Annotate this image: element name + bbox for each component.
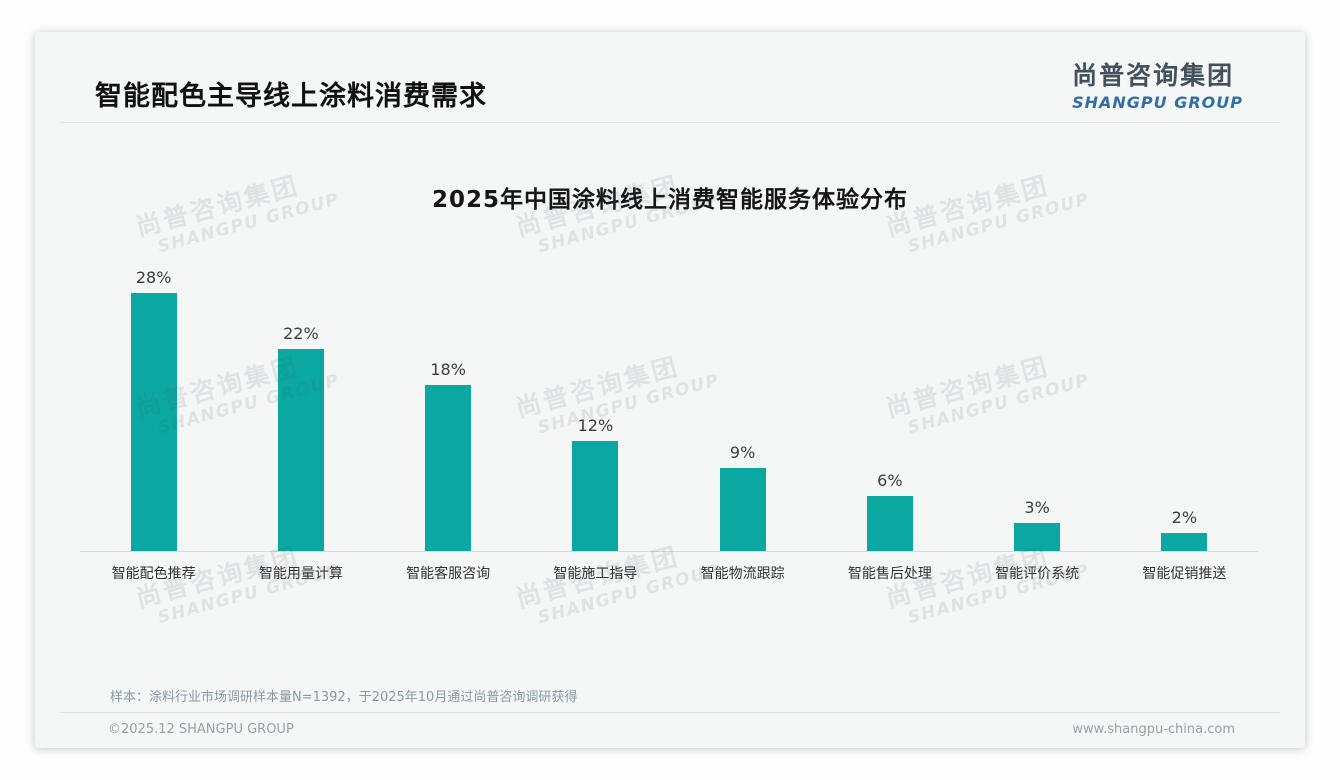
copyright-text: ©2025.12 SHANGPU GROUP: [108, 722, 294, 737]
bar: [1014, 523, 1061, 551]
logo-english-name: SHANGPU GROUP: [1072, 93, 1243, 112]
bar: [719, 468, 766, 551]
category-label: 智能客服咨询: [406, 566, 491, 582]
bar: [425, 385, 472, 551]
bar-column: 3%: [964, 267, 1111, 551]
logo-chinese-name: 尚普咨询集团: [1072, 61, 1235, 90]
bar-value-label: 3%: [1024, 498, 1050, 517]
category-label: 智能评价系统: [995, 566, 1080, 582]
sample-note: 样本：涂料行业市场调研样本量N=1392，于2025年10月通过尚普咨询调研获得: [110, 690, 578, 705]
bar: [130, 293, 177, 551]
bar-column: 12%: [522, 267, 669, 551]
bar-value-label: 9%: [729, 443, 756, 462]
bar-column: 2%: [1111, 267, 1258, 551]
bar-value-label: 12%: [577, 416, 614, 435]
bar-plot: 28% 22% 18% 12% 9% 6% 3% 2%: [80, 267, 1258, 552]
bar: [1161, 533, 1208, 551]
bar: [572, 441, 619, 551]
bar-column: 9%: [669, 267, 816, 551]
category-label: 智能配色推荐: [111, 566, 196, 582]
bar-value-label: 2%: [1171, 508, 1198, 527]
bar-column: 6%: [816, 267, 963, 551]
bar-column: 22%: [227, 267, 374, 551]
bar: [866, 496, 913, 551]
bar-value-label: 6%: [877, 471, 903, 490]
shangpu-logo: 尚普咨询集团 SHANGPU GROUP: [1072, 56, 1243, 112]
category-label: 智能促销推送: [1142, 566, 1227, 582]
website-text: www.shangpu-china.com: [1072, 722, 1235, 737]
bar-value-label: 18%: [430, 360, 466, 379]
bar-value-label: 28%: [135, 268, 172, 287]
category-label: 智能施工指导: [553, 566, 638, 582]
bar-value-label: 22%: [283, 324, 319, 343]
category-label: 智能用量计算: [258, 566, 343, 582]
bottom-divider: [60, 712, 1280, 713]
category-label: 智能售后处理: [847, 566, 932, 582]
bar-column: 28%: [80, 267, 227, 551]
header-divider: [60, 122, 1280, 123]
page-title: 智能配色主导线上涂料消费需求: [95, 81, 487, 112]
report-slide-card: 智能配色主导线上涂料消费需求 尚普咨询集团 SHANGPU GROUP 2025…: [35, 32, 1305, 748]
chart-title: 2025年中国涂料线上消费智能服务体验分布: [431, 187, 908, 213]
category-label: 智能物流跟踪: [700, 566, 785, 582]
bar-column: 18%: [375, 267, 522, 551]
category-row: 智能配色推荐 智能用量计算 智能客服咨询 智能施工指导 智能物流跟踪 智能售后处理 智能评价…: [80, 563, 1258, 583]
bar: [277, 349, 324, 551]
